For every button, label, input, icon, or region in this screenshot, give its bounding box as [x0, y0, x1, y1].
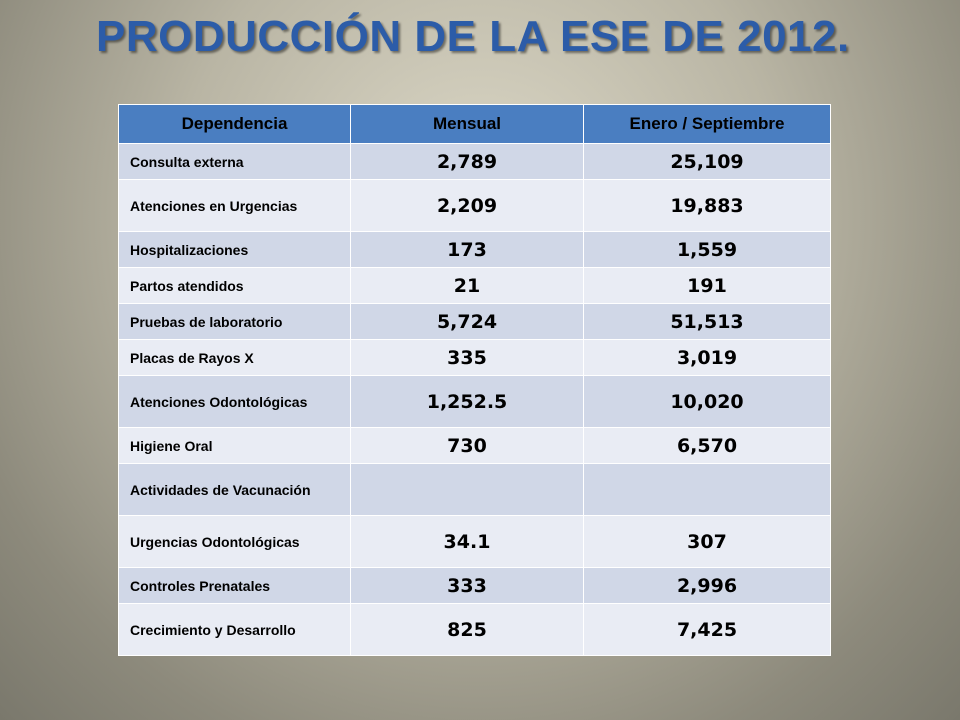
mensual-value	[350, 463, 584, 516]
table-row: Controles Prenatales 333 2,996	[118, 567, 831, 604]
enero-septiembre-value: 6,570	[583, 427, 831, 464]
enero-septiembre-value: 307	[583, 515, 831, 568]
row-label: Hospitalizaciones	[118, 231, 351, 268]
enero-septiembre-value: 7,425	[583, 603, 831, 656]
table-row: Placas de Rayos X 335 3,019	[118, 339, 831, 376]
mensual-value: 825	[350, 603, 584, 656]
table-row: Hospitalizaciones 173 1,559	[118, 231, 831, 268]
mensual-value: 5,724	[350, 303, 584, 340]
mensual-value: 2,209	[350, 179, 584, 232]
mensual-value: 21	[350, 267, 584, 304]
row-label: Controles Prenatales	[118, 567, 351, 604]
row-label: Urgencias Odontológicas	[118, 515, 351, 568]
row-label: Placas de Rayos X	[118, 339, 351, 376]
enero-septiembre-value: 19,883	[583, 179, 831, 232]
enero-septiembre-value	[583, 463, 831, 516]
table-header-row: Dependencia Mensual Enero / Septiembre	[118, 104, 831, 144]
table-row: Atenciones Odontológicas 1,252.5 10,020	[118, 375, 831, 428]
enero-septiembre-value: 1,559	[583, 231, 831, 268]
row-label: Consulta externa	[118, 143, 351, 180]
enero-septiembre-value: 10,020	[583, 375, 831, 428]
page-title: PRODUCCIÓN DE LA ESE DE 2012.	[96, 12, 850, 61]
table-row: Consulta externa 2,789 25,109	[118, 143, 831, 180]
row-label: Atenciones en Urgencias	[118, 179, 351, 232]
row-label: Higiene Oral	[118, 427, 351, 464]
table-row: Atenciones en Urgencias 2,209 19,883	[118, 179, 831, 232]
enero-septiembre-value: 2,996	[583, 567, 831, 604]
row-label: Crecimiento y Desarrollo	[118, 603, 351, 656]
mensual-value: 173	[350, 231, 584, 268]
mensual-value: 333	[350, 567, 584, 604]
mensual-value: 730	[350, 427, 584, 464]
enero-septiembre-value: 25,109	[583, 143, 831, 180]
table-row: Partos atendidos 21 191	[118, 267, 831, 304]
mensual-value: 2,789	[350, 143, 584, 180]
mensual-value: 335	[350, 339, 584, 376]
table-row: Higiene Oral 730 6,570	[118, 427, 831, 464]
table-row: Pruebas de laboratorio 5,724 51,513	[118, 303, 831, 340]
row-label: Pruebas de laboratorio	[118, 303, 351, 340]
table-row: Actividades de Vacunación	[118, 463, 831, 516]
header-mensual: Mensual	[350, 104, 584, 144]
row-label: Atenciones Odontológicas	[118, 375, 351, 428]
row-label: Actividades de Vacunación	[118, 463, 351, 516]
header-enero-septiembre: Enero / Septiembre	[583, 104, 831, 144]
row-label: Partos atendidos	[118, 267, 351, 304]
enero-septiembre-value: 191	[583, 267, 831, 304]
header-dependencia: Dependencia	[118, 104, 351, 144]
table-row: Urgencias Odontológicas 34.1 307	[118, 515, 831, 568]
production-table: Dependencia Mensual Enero / Septiembre C…	[118, 104, 831, 656]
mensual-value: 34.1	[350, 515, 584, 568]
production-table-container: Dependencia Mensual Enero / Septiembre C…	[118, 104, 831, 656]
mensual-value: 1,252.5	[350, 375, 584, 428]
table-row: Crecimiento y Desarrollo 825 7,425	[118, 603, 831, 656]
enero-septiembre-value: 51,513	[583, 303, 831, 340]
enero-septiembre-value: 3,019	[583, 339, 831, 376]
